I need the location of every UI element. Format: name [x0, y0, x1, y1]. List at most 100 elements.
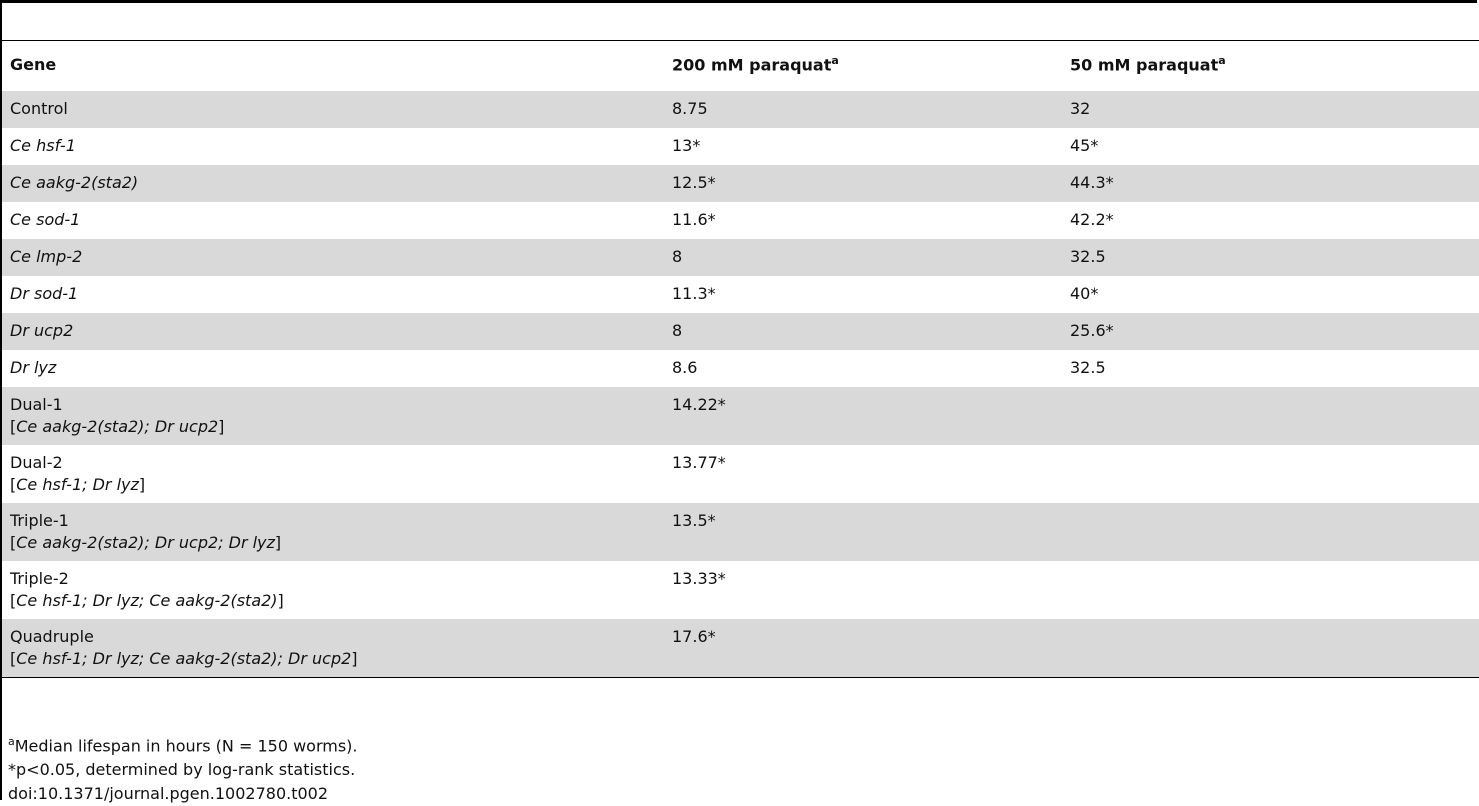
- table-cell: 44.3*: [1062, 165, 1479, 202]
- text-run: Dr ucp2: [10, 321, 74, 340]
- header-cell: 200 mM paraquata: [664, 40, 1062, 90]
- table-cell: 32: [1062, 87, 1479, 128]
- text-run: Ce aakg-2(sta2); Dr ucp2; Dr lyz: [16, 533, 275, 552]
- cell-line: Ce hsf-1: [10, 135, 656, 157]
- text-run: [: [10, 475, 17, 494]
- cell-value: 17.6*: [672, 627, 716, 646]
- footnotes: aMedian lifespan in hours (N = 150 worms…: [8, 730, 358, 806]
- cell-value: 13.33*: [672, 569, 726, 588]
- table-row: Dual-1 [Ce aakg-2(sta2); Dr ucp2] 14.22*: [2, 387, 1479, 445]
- text-run: Ce aakg-2(sta2); Dr ucp2: [16, 417, 219, 436]
- table-row: Triple-1 [Ce aakg-2(sta2); Dr ucp2; Dr ly…: [2, 503, 1479, 561]
- text-run: Dual-1: [10, 395, 63, 414]
- header-text: Gene: [10, 54, 57, 74]
- text-run: Quadruple: [10, 627, 94, 646]
- text-run: Triple-2: [10, 569, 69, 588]
- table-cell: Dr sod-1: [2, 276, 664, 313]
- cell-line: [Ce hsf-1; Dr lyz; Ce aakg-2(sta2)]: [10, 590, 656, 612]
- table-cell: 13*: [664, 128, 1062, 165]
- table-cell: Control: [2, 87, 664, 128]
- cell-line: [Ce aakg-2(sta2); Dr ucp2]: [10, 416, 656, 438]
- footnote-text: *p<0.05, determined by log-rank statisti…: [8, 760, 356, 780]
- cell-value: 44.3*: [1070, 173, 1114, 192]
- table-cell: 11.3*: [664, 276, 1062, 313]
- table-cell: 13.77*: [664, 445, 1062, 503]
- text-run: Dual-2: [10, 453, 63, 472]
- header-row: Gene 200 mM paraquata 50 mM paraquata: [2, 40, 1479, 90]
- table-cell: [1062, 387, 1479, 445]
- footnote-mark: a: [1218, 53, 1226, 67]
- cell-value: 42.2*: [1070, 210, 1114, 229]
- text-run: [: [10, 533, 17, 552]
- header-cell: 50 mM paraquata: [1062, 40, 1479, 90]
- cell-value: 8.75: [672, 99, 708, 118]
- cell-line: Dr ucp2: [10, 320, 656, 342]
- text-run: ]: [351, 649, 358, 668]
- cell-line: Ce lmp-2: [10, 246, 656, 268]
- text-run: Dr lyz: [10, 358, 57, 377]
- table-cell: Quadruple [Ce hsf-1; Dr lyz; Ce aakg-2(st…: [2, 619, 664, 678]
- cell-line: [Ce hsf-1; Dr lyz; Ce aakg-2(sta2); Dr u…: [10, 648, 656, 670]
- footnote-text: doi:10.1371/journal.pgen.1002780.t002: [8, 784, 329, 804]
- table-cell: Triple-1 [Ce aakg-2(sta2); Dr ucp2; Dr ly…: [2, 503, 664, 561]
- text-run: ]: [277, 591, 284, 610]
- text-run: ]: [138, 475, 146, 494]
- table-cell: 8: [664, 313, 1062, 350]
- cell-line: Dual-1: [10, 394, 656, 416]
- table-cell: 14.22*: [664, 387, 1062, 445]
- table-row: Triple-2 [Ce hsf-1; Dr lyz; Ce aakg-2(sta…: [2, 561, 1479, 619]
- text-run: ]: [274, 533, 282, 552]
- cell-line: Triple-1: [10, 510, 656, 532]
- text-run: [: [10, 591, 17, 610]
- cell-line: Dr lyz: [10, 357, 656, 379]
- cell-value: 8: [672, 247, 683, 266]
- table-cell: 17.6*: [664, 619, 1062, 678]
- table-cell: [1062, 503, 1479, 561]
- text-run: Triple-1: [10, 511, 69, 530]
- text-run: Ce hsf-1; Dr lyz; Ce aakg-2(sta2); Dr uc…: [16, 649, 352, 668]
- header-text: 50 mM paraquat: [1070, 55, 1219, 75]
- table-cell: [1062, 445, 1479, 503]
- table-cell: Dr ucp2: [2, 313, 664, 350]
- text-run: Ce hsf-1; Dr lyz; Ce aakg-2(sta2): [16, 591, 278, 610]
- cell-value: 32.5: [1070, 247, 1106, 266]
- table-cell: 25.6*: [1062, 313, 1479, 350]
- cell-line: Dr sod-1: [10, 283, 656, 305]
- text-run: Ce hsf-1; Dr lyz: [16, 475, 139, 494]
- table-cell: 42.2*: [1062, 202, 1479, 239]
- table-row: Ce lmp-2 8 32.5: [2, 239, 1479, 276]
- footnote-mark: a: [8, 735, 15, 748]
- cell-value: 45*: [1070, 136, 1099, 155]
- cell-value: 11.3*: [672, 284, 716, 303]
- table-row: Dual-2 [Ce hsf-1; Dr lyz] 13.77*: [2, 445, 1479, 503]
- text-run: Ce lmp-2: [10, 247, 83, 266]
- cell-value: 13.77*: [672, 453, 726, 472]
- text-run: ]: [218, 417, 225, 436]
- cell-value: 13*: [672, 136, 701, 155]
- table-row: Quadruple [Ce hsf-1; Dr lyz; Ce aakg-2(st…: [2, 619, 1479, 678]
- table-cell: 11.6*: [664, 202, 1062, 239]
- footnote: *p<0.05, determined by log-rank statisti…: [8, 758, 358, 782]
- cell-value: 25.6*: [1070, 321, 1114, 340]
- cell-value: 32: [1070, 99, 1091, 118]
- footnote-text: Median lifespan in hours (N = 150 worms)…: [14, 736, 358, 756]
- table-row: Control 8.75 32: [2, 87, 1479, 128]
- cell-line: Control: [10, 98, 656, 120]
- data-table: Gene 200 mM paraquata 50 mM paraquata Cont…: [2, 40, 1479, 678]
- table-cell: [1062, 561, 1479, 619]
- table-row: Dr sod-1 11.3* 40*: [2, 276, 1479, 313]
- table-row: Ce sod-1 11.6* 42.2*: [2, 202, 1479, 239]
- table-cell: 45*: [1062, 128, 1479, 165]
- cell-value: 14.22*: [672, 395, 726, 414]
- cell-value: 8: [672, 321, 683, 340]
- table-cell: 32.5: [1062, 350, 1479, 387]
- table-cell: Triple-2 [Ce hsf-1; Dr lyz; Ce aakg-2(sta…: [2, 561, 664, 619]
- table-cell: [1062, 619, 1479, 678]
- cell-value: 12.5*: [672, 173, 716, 192]
- table-cell: Dual-2 [Ce hsf-1; Dr lyz]: [2, 445, 664, 503]
- text-run: Ce hsf-1: [10, 136, 76, 155]
- text-run: [: [10, 417, 17, 436]
- cell-line: Triple-2: [10, 568, 656, 590]
- table-cell: Ce lmp-2: [2, 239, 664, 276]
